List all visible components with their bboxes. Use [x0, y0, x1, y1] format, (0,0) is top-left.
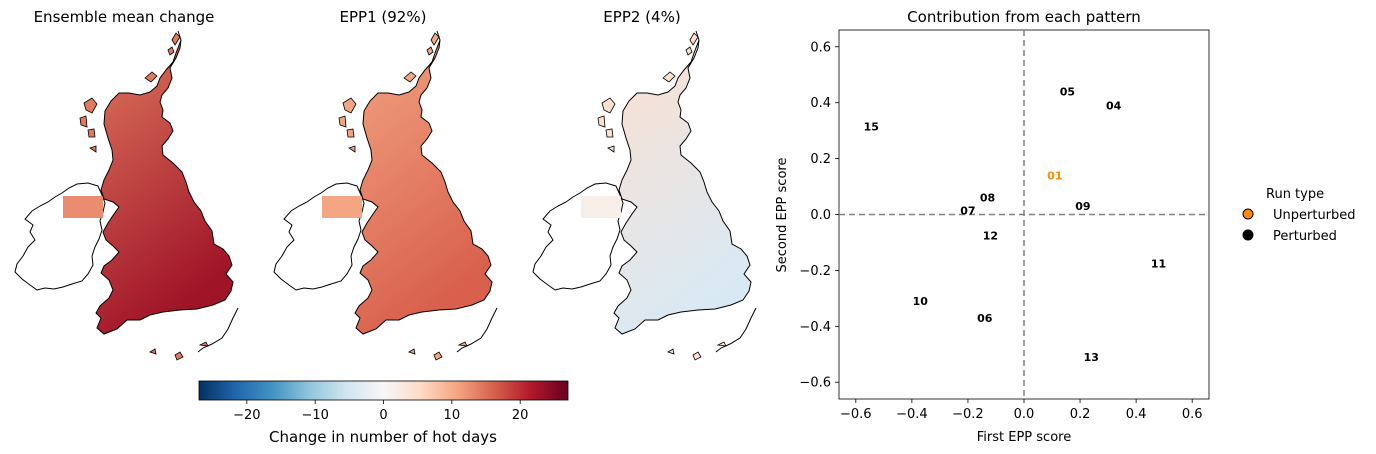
- y-tick-label: 0.6: [810, 40, 831, 55]
- map-panel-epp2: EPP2 (4%): [532, 8, 757, 361]
- scatter-points: 01 04 05 06 07 08 09 10 11 12 13 15: [864, 86, 1167, 365]
- island-outline: [174, 351, 184, 361]
- point-label-13: 13: [1084, 351, 1099, 364]
- island-outline: [430, 32, 440, 46]
- island-outline: [342, 97, 357, 114]
- x-tick-label: −0.6: [840, 407, 872, 422]
- y-tick-label: −0.2: [799, 264, 831, 279]
- map-panel-epp1: EPP1 (92%): [273, 8, 498, 361]
- island-outline: [685, 46, 693, 56]
- map-title-ensemble: Ensemble mean change: [34, 8, 215, 26]
- scatter-chart: Contribution from each pattern −0.6 −0.4−…: [775, 8, 1210, 445]
- island-outline: [716, 341, 727, 347]
- x-tick-label: −0.2: [952, 407, 984, 422]
- x-tick-label: 0.6: [1182, 407, 1203, 422]
- legend: Run type Unperturbed Perturbed: [1242, 187, 1356, 244]
- northern-ireland-fill: [63, 196, 103, 218]
- continent-coastline: [456, 307, 498, 353]
- legend-label-unperturbed: Unperturbed: [1273, 208, 1356, 223]
- point-label-06: 06: [977, 312, 993, 325]
- y-axis-label: Second EPP score: [775, 158, 790, 273]
- uk-map-ensemble: [14, 30, 239, 361]
- island-outline: [346, 128, 355, 138]
- island-outline: [87, 128, 96, 138]
- y-axis-ticks: −0.6 −0.4 −0.2 0.0 0.2 0.4 0.6: [799, 40, 839, 391]
- island-outline: [167, 46, 175, 56]
- continent-coastline: [197, 307, 239, 353]
- island-outline: [89, 145, 97, 153]
- great-britain-fill: [354, 30, 493, 335]
- island-outline: [198, 341, 209, 347]
- colorbar-tick-label: 0: [379, 408, 387, 423]
- x-axis-ticks: −0.6 −0.4 −0.2 0.0 0.2 0.4 0.6: [840, 399, 1203, 422]
- legend-marker-unperturbed: [1242, 208, 1254, 220]
- legend-label-perturbed: Perturbed: [1273, 229, 1337, 244]
- island-outline: [457, 341, 468, 347]
- point-label-10: 10: [913, 295, 929, 308]
- map-panel-ensemble: Ensemble mean change: [14, 8, 239, 361]
- map-title-epp2: EPP2 (4%): [603, 8, 680, 26]
- great-britain-fill: [613, 30, 752, 335]
- northern-ireland-fill: [581, 196, 621, 218]
- x-axis-label: First EPP score: [977, 430, 1071, 445]
- y-tick-label: 0.0: [810, 208, 831, 223]
- colorbar-label: Change in number of hot days: [269, 428, 497, 446]
- island-outline: [83, 97, 98, 114]
- island-outline: [348, 145, 356, 153]
- island-outline: [79, 115, 88, 128]
- island-outline: [689, 32, 699, 46]
- x-tick-label: 0.2: [1070, 407, 1091, 422]
- point-label-15: 15: [864, 120, 879, 133]
- point-label-11: 11: [1151, 257, 1166, 270]
- island-outline: [426, 46, 434, 56]
- colorbar-ticks: −20 −10 0 10 20: [233, 400, 528, 423]
- great-britain-fill: [95, 30, 234, 335]
- island-outline: [607, 145, 615, 153]
- island-outline: [144, 71, 158, 83]
- colorbar-gradient: [198, 380, 569, 401]
- x-tick-label: 0.4: [1126, 407, 1147, 422]
- y-tick-label: −0.4: [799, 320, 831, 335]
- colorbar-tick-label: 20: [512, 408, 529, 423]
- island-outline: [171, 32, 181, 46]
- uk-map-epp1: [273, 30, 498, 361]
- colorbar: −20 −10 0 10 20 Change in number of hot days: [198, 380, 569, 446]
- legend-title: Run type: [1266, 187, 1324, 202]
- island-outline: [605, 128, 614, 138]
- island-outline: [662, 71, 676, 83]
- island-outline: [408, 348, 416, 355]
- map-title-epp1: EPP1 (92%): [340, 8, 427, 26]
- colorbar-tick-label: −20: [233, 408, 260, 423]
- point-label-08: 08: [980, 192, 995, 205]
- continent-coastline: [715, 307, 757, 353]
- colorbar-tick-label: 10: [444, 408, 461, 423]
- island-outline: [692, 351, 702, 361]
- point-label-01: 01: [1047, 169, 1062, 182]
- island-outline: [601, 97, 616, 114]
- point-label-05: 05: [1060, 86, 1075, 99]
- island-outline: [338, 115, 347, 128]
- island-outline: [433, 351, 443, 361]
- x-tick-label: −0.4: [896, 407, 928, 422]
- y-tick-label: 0.4: [810, 96, 831, 111]
- point-label-09: 09: [1075, 200, 1090, 213]
- reference-lines: [839, 30, 1209, 399]
- island-outline: [667, 348, 675, 355]
- point-label-07: 07: [960, 204, 975, 217]
- island-outline: [597, 115, 606, 128]
- colorbar-tick-label: −10: [301, 408, 328, 423]
- chart-title: Contribution from each pattern: [907, 8, 1141, 26]
- legend-marker-perturbed: [1242, 229, 1254, 241]
- island-outline: [403, 71, 417, 83]
- y-tick-label: 0.2: [810, 152, 831, 167]
- northern-ireland-fill: [322, 196, 362, 218]
- uk-map-epp2: [532, 30, 757, 361]
- y-tick-label: −0.6: [799, 376, 831, 391]
- point-label-04: 04: [1106, 99, 1122, 112]
- point-label-12: 12: [983, 229, 998, 242]
- x-tick-label: 0.0: [1014, 407, 1035, 422]
- island-outline: [149, 348, 157, 355]
